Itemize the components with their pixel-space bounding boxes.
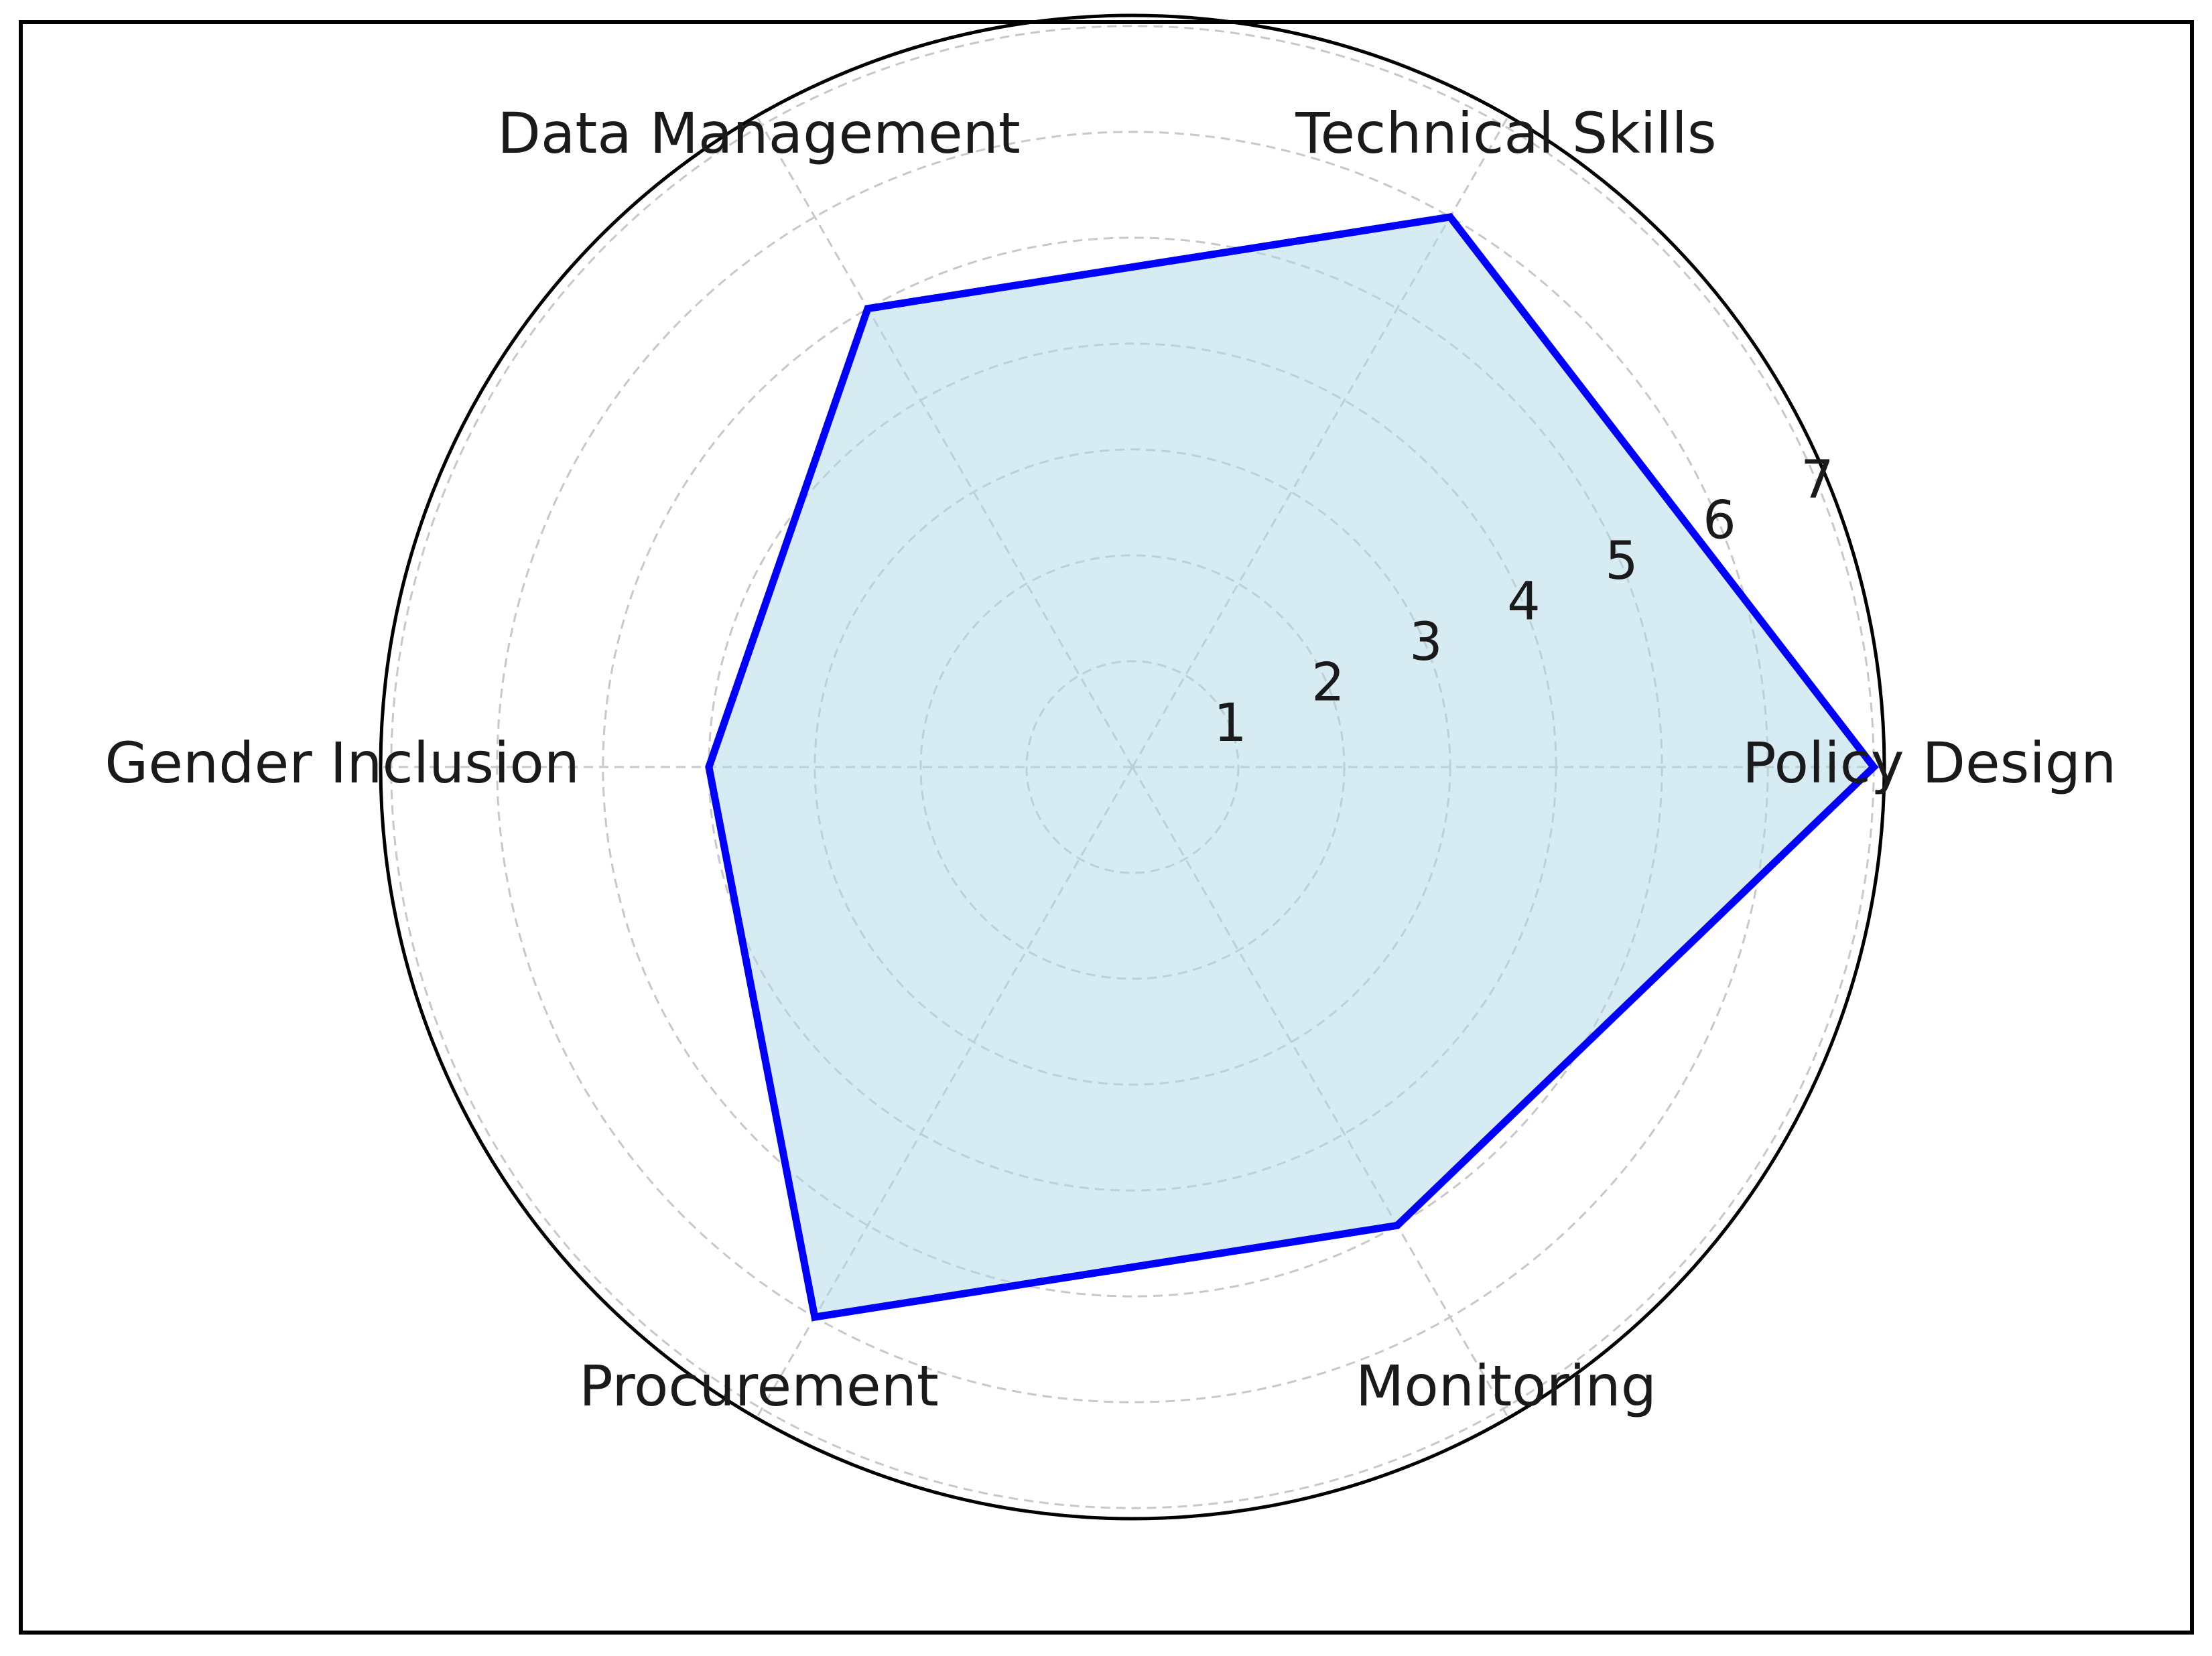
tick-label: 2 — [1311, 653, 1345, 713]
tick-labels: 1 2 3 4 5 6 7 — [1214, 450, 1834, 754]
category-label: Gender Inclusion — [105, 730, 580, 796]
tick-label: 3 — [1409, 612, 1443, 673]
category-label: Procurement — [579, 1353, 939, 1419]
polar-outline — [379, 13, 1886, 1521]
category-labels: Policy Design Technical Skills Data Manage… — [105, 100, 2116, 1419]
category-label: Policy Design — [1742, 730, 2116, 796]
tick-label: 1 — [1214, 693, 1247, 754]
data-point — [814, 1316, 816, 1318]
series-group — [705, 212, 1879, 1322]
data-point — [1873, 766, 1875, 768]
tick-label: 7 — [1801, 450, 1834, 510]
category-label: Monitoring — [1356, 1353, 1656, 1419]
tick-label: 4 — [1507, 572, 1541, 632]
data-point — [1396, 1225, 1398, 1227]
data-point — [708, 766, 710, 768]
tick-label: 6 — [1703, 491, 1736, 551]
tick-label: 5 — [1605, 531, 1638, 592]
data-point — [866, 307, 868, 309]
category-label: Data Management — [497, 100, 1021, 166]
category-label: Technical Skills — [1295, 100, 1716, 166]
data-point — [1449, 216, 1451, 218]
series-area — [708, 216, 1874, 1318]
